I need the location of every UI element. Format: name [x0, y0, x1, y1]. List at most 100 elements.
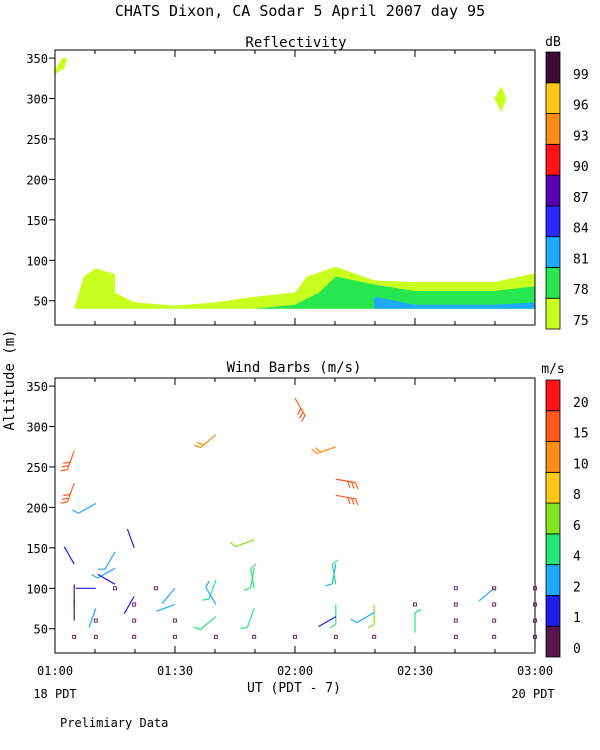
- db-colorbar-value: 99: [573, 68, 589, 83]
- db-colorbar-swatch: [545, 174, 561, 207]
- calm-wind-marker: [453, 586, 458, 591]
- db-colorbar-swatch: [545, 205, 561, 238]
- wind-colorbar-value: 4: [573, 550, 581, 565]
- calm-wind-marker: [492, 602, 497, 607]
- wind-barbs: [60, 397, 537, 639]
- refl-y-tick-label: 50: [34, 295, 48, 309]
- wind-colorbar-swatch: [545, 471, 561, 504]
- refl-y-tick-label: 250: [26, 133, 48, 147]
- refl-y-tick-label: 200: [26, 173, 48, 187]
- wind-colorbar-swatch: [545, 379, 561, 412]
- calm-wind-marker: [132, 618, 137, 623]
- x-tick-label: 01:00: [37, 664, 73, 678]
- wind-barb: [240, 608, 255, 630]
- reflectivity-panel: Reflectivity 50 100 150 200 250 300 350 dB 75 7…: [26, 35, 589, 330]
- db-colorbar-value: 90: [573, 160, 589, 175]
- wind-y-tick-label: 150: [26, 542, 48, 556]
- x-tick-label: 01:30: [157, 664, 193, 678]
- db-colorbar-value: 75: [573, 314, 589, 329]
- wind-barb: [478, 587, 495, 602]
- wind-barb: [97, 573, 116, 585]
- wind-colorbar-swatch: [545, 502, 561, 535]
- wind-barb: [88, 608, 97, 628]
- local-time-end: 20 PDT: [511, 687, 554, 701]
- wind-barbs-title: Wind Barbs (m/s): [227, 360, 362, 376]
- wind-barb: [229, 539, 255, 548]
- wind-barb: [193, 616, 217, 631]
- calm-wind-marker: [372, 634, 377, 639]
- wind-y-tick-label: 350: [26, 380, 48, 394]
- wind-barb: [72, 502, 97, 514]
- calm-wind-marker: [132, 634, 137, 639]
- db-colorbar-swatch: [545, 51, 561, 84]
- db-colorbar-label: dB: [545, 35, 561, 50]
- wind-colorbar-swatch: [545, 410, 561, 442]
- wind-barb: [250, 563, 257, 589]
- wind-barb: [161, 587, 176, 604]
- calm-wind-marker: [413, 602, 417, 607]
- reflectivity-y-axis: 50 100 150 200 250 300 350: [26, 52, 55, 309]
- wind-barb: [201, 580, 217, 601]
- wind-colorbar-value: 0: [573, 642, 581, 657]
- wind-y-tick-label: 250: [26, 461, 48, 475]
- x-tick-label: 03:00: [517, 664, 553, 678]
- wind-barb: [98, 551, 116, 570]
- wind-barb: [155, 603, 176, 612]
- db-colorbar-value: 93: [573, 129, 589, 144]
- db-colorbar-swatch: [545, 297, 561, 330]
- wind-x-axis: [54, 378, 536, 653]
- calm-wind-marker: [453, 634, 458, 639]
- wind-colorbar-swatch: [545, 595, 561, 627]
- db-colorbar: 75 78 81 84 87 90 93 96 99: [545, 51, 589, 330]
- calm-wind-marker: [492, 586, 497, 591]
- db-colorbar-value: 78: [573, 283, 589, 298]
- calm-wind-marker: [113, 586, 117, 591]
- wind-colorbar-value: 8: [573, 488, 581, 503]
- wind-y-tick-label: 50: [34, 623, 48, 637]
- wind-barb: [318, 616, 337, 628]
- y-axis-label: Altitude (m): [2, 329, 18, 430]
- wind-y-axis: 50 100 150 200 250 300 350: [26, 380, 55, 637]
- wind-barb: [335, 494, 359, 506]
- wind-barb: [294, 397, 306, 422]
- refl-y-tick-label: 300: [26, 93, 48, 107]
- calm-wind-marker: [93, 618, 98, 623]
- calm-wind-marker: [173, 634, 177, 639]
- wind-barb: [335, 478, 359, 490]
- preliminary-note: Prelimiary Data: [60, 716, 168, 730]
- wind-barb: [193, 434, 217, 449]
- wind-colorbar-swatch: [545, 564, 561, 596]
- refl-y-tick-label: 150: [26, 214, 48, 228]
- wind-barb: [329, 604, 337, 629]
- wind-barb: [123, 596, 135, 615]
- wind-colorbar-value: 6: [573, 519, 581, 534]
- calm-wind-marker: [293, 634, 297, 639]
- reflectivity-contour-75: [494, 86, 507, 113]
- db-colorbar-swatch: [545, 143, 561, 176]
- calm-wind-marker: [173, 618, 177, 623]
- calm-wind-marker: [252, 634, 257, 639]
- calm-wind-marker: [93, 634, 98, 639]
- reflectivity-x-axis: [54, 50, 536, 325]
- local-time-start: 18 PDT: [33, 687, 76, 701]
- db-colorbar-value: 87: [573, 191, 589, 206]
- refl-y-tick-label: 350: [26, 52, 48, 66]
- wind-barb: [331, 559, 339, 585]
- reflectivity-title: Reflectivity: [245, 35, 346, 51]
- wind-frame: [54, 377, 536, 654]
- x-tick-labels: 01:00 01:30 02:00 02:30 03:00: [37, 664, 553, 678]
- wind-y-tick-label: 200: [26, 501, 48, 515]
- calm-wind-marker: [213, 634, 218, 639]
- calm-wind-marker: [153, 586, 158, 591]
- x-tick-label: 02:30: [397, 664, 433, 678]
- wind-colorbar-swatch: [545, 533, 561, 566]
- db-colorbar-value: 96: [573, 99, 589, 114]
- wind-barb: [414, 608, 422, 633]
- reflectivity-contour-75: [55, 58, 67, 75]
- refl-y-tick-label: 100: [26, 254, 48, 268]
- wind-barb: [60, 482, 75, 504]
- calm-wind-marker: [453, 602, 458, 607]
- wind-y-tick-label: 300: [26, 421, 48, 435]
- wind-colorbar: 0 1 2 4 6 8 10 15 20: [545, 379, 589, 658]
